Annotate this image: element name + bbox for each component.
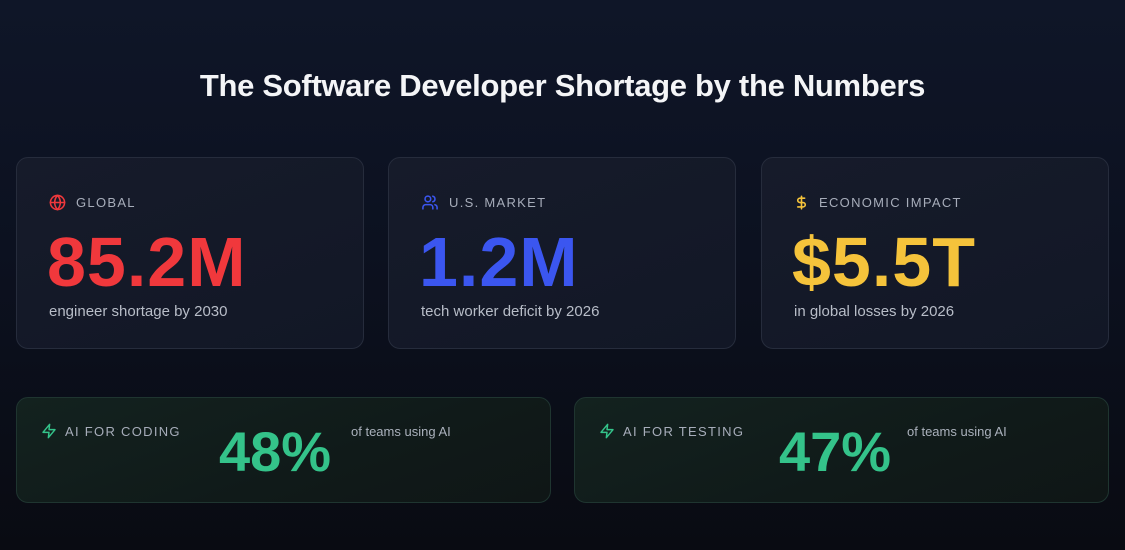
ai-label: AI FOR TESTING (623, 423, 745, 439)
ai-label: AI FOR CODING (65, 423, 181, 439)
ai-caption: of teams using AI (351, 424, 451, 439)
stat-label: ECONOMIC IMPACT (819, 195, 962, 210)
users-icon (421, 194, 439, 211)
lightning-icon (41, 423, 57, 439)
stat-caption: in global losses by 2026 (794, 303, 955, 320)
stat-label: GLOBAL (76, 195, 136, 210)
ai-value: 47% (779, 420, 892, 483)
stat-label-row: GLOBAL (49, 194, 136, 211)
dollar-icon (794, 194, 809, 211)
stat-caption: engineer shortage by 2030 (49, 303, 228, 320)
page-title: The Software Developer Shortage by the N… (199, 68, 926, 103)
stat-label-row: ECONOMIC IMPACT (794, 194, 962, 211)
stat-value: 1.2M (419, 223, 579, 301)
ai-label-row: AI FOR TESTING (599, 423, 744, 439)
lightning-icon (599, 423, 615, 439)
ai-card-coding: AI FOR CODING 48% of teams using AI (16, 397, 551, 503)
stat-card-global: GLOBAL 85.2M engineer shortage by 2030 (16, 157, 364, 349)
stat-card-economic-impact: ECONOMIC IMPACT $5.5T in global losses b… (761, 157, 1109, 349)
stat-label: U.S. MARKET (449, 195, 547, 210)
ai-card-testing: AI FOR TESTING 47% of teams using AI (574, 397, 1109, 503)
stat-caption: tech worker deficit by 2026 (421, 303, 600, 320)
ai-caption: of teams using AI (907, 424, 1007, 439)
stat-label-row: U.S. MARKET (421, 194, 546, 211)
stat-value: 85.2M (47, 223, 247, 301)
stat-value: $5.5T (792, 223, 976, 301)
stat-card-us-market: U.S. MARKET 1.2M tech worker deficit by … (388, 157, 736, 349)
ai-label-row: AI FOR CODING (41, 423, 181, 439)
ai-value: 48% (219, 420, 332, 483)
globe-icon (49, 194, 66, 211)
